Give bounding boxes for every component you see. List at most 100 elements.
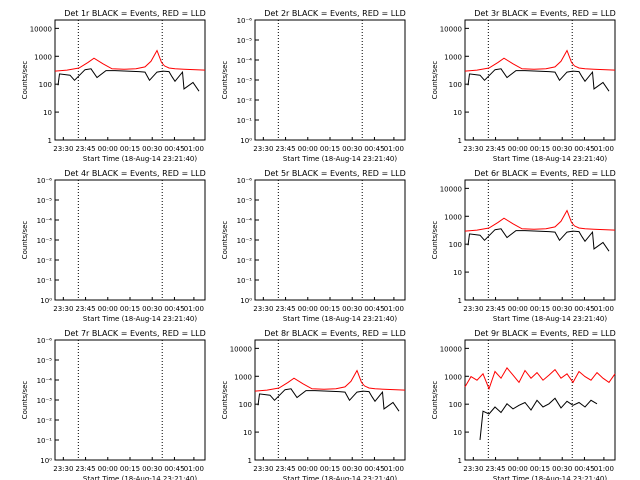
x-axis-label: Start Time (18-Aug-14 23:21:40)	[493, 315, 607, 323]
plot-frame	[464, 339, 616, 461]
y-tick-label: 10⁻⁵	[37, 357, 53, 365]
y-tick-label: 10000	[440, 345, 462, 353]
series-red-line	[464, 209, 616, 232]
x-tick-label: 23:45	[485, 305, 505, 313]
y-tick-label: 10⁻⁴	[37, 377, 53, 385]
x-tick-label: 00:15	[120, 305, 140, 313]
panel-title: Det 2r BLACK = Events, RED = LLD	[264, 9, 406, 18]
x-tick-label: 00:00	[508, 145, 528, 153]
plot-frame	[54, 179, 206, 301]
x-tick-label: 00:45	[364, 145, 384, 153]
y-axis-label: Counts/sec	[221, 61, 229, 100]
y-tick-label: 10⁻⁵	[237, 37, 253, 45]
y-tick-label: 10⁻⁴	[37, 217, 53, 225]
y-tick-label: 10⁻³	[237, 77, 253, 85]
panel-title: Det 5r BLACK = Events, RED = LLD	[264, 169, 406, 178]
y-tick-label: 10000	[440, 25, 462, 33]
x-tick-label: 23:45	[75, 465, 95, 473]
x-tick-label: 00:15	[530, 145, 550, 153]
x-tick-label: 01:00	[384, 465, 404, 473]
x-tick-label: 00:00	[298, 145, 318, 153]
x-axis-label: Start Time (18-Aug-14 23:21:40)	[83, 475, 197, 480]
y-tick-label: 10⁻²	[37, 257, 53, 265]
x-axis-label: Start Time (18-Aug-14 23:21:40)	[283, 475, 397, 480]
y-tick-label: 10	[43, 109, 52, 117]
y-tick-label: 1000	[444, 213, 462, 221]
y-axis-label: Counts/sec	[221, 221, 229, 260]
y-tick-label: 100	[449, 241, 462, 249]
y-axis-label: Counts/sec	[431, 221, 439, 260]
y-tick-label: 10⁻⁶	[37, 337, 53, 345]
panel-det-1: Det 1r BLACK = Events, RED = LLD 23:30 23:…	[21, 9, 206, 163]
y-tick-label: 10⁻²	[237, 257, 253, 265]
y-tick-label: 10⁻¹	[237, 277, 253, 285]
series-black-line	[57, 68, 200, 92]
x-axis-label: Start Time (18-Aug-14 23:21:40)	[283, 155, 397, 163]
x-tick-label: 23:45	[75, 145, 95, 153]
x-tick-label: 00:45	[164, 465, 184, 473]
panel-det-8: Det 8r BLACK = Events, RED = LLD 23:30 23:…	[221, 329, 406, 480]
x-tick-label: 00:00	[298, 305, 318, 313]
x-tick-label: 01:00	[384, 145, 404, 153]
y-axis-label: Counts/sec	[431, 61, 439, 100]
series-black-line	[467, 68, 610, 92]
panel-title: Det 7r BLACK = Events, RED = LLD	[64, 329, 206, 338]
x-axis-label: Start Time (18-Aug-14 23:21:40)	[493, 155, 607, 163]
x-tick-label: 00:30	[552, 305, 572, 313]
series-black-line	[467, 228, 610, 252]
panel-title: Det 4r BLACK = Events, RED = LLD	[64, 169, 206, 178]
x-tick-label: 23:45	[485, 145, 505, 153]
x-tick-label: 01:00	[594, 465, 614, 473]
x-tick-label: 00:15	[530, 305, 550, 313]
y-tick-label: 10⁻¹	[237, 117, 253, 125]
y-tick-label: 10	[453, 429, 462, 437]
y-tick-label: 10⁻³	[37, 397, 53, 405]
y-tick-label: 10⁻⁵	[37, 197, 53, 205]
x-tick-label: 00:15	[320, 465, 340, 473]
y-tick-label: 10⁻²	[37, 417, 53, 425]
series-red-line	[254, 369, 406, 392]
x-tick-label: 00:00	[298, 465, 318, 473]
x-axis-label: Start Time (18-Aug-14 23:21:40)	[83, 315, 197, 323]
x-tick-label: 00:45	[574, 465, 594, 473]
y-tick-label: 100	[449, 401, 462, 409]
x-tick-label: 00:00	[98, 145, 118, 153]
y-tick-label: 1000	[234, 373, 252, 381]
series-black-line	[257, 388, 400, 412]
x-tick-label: 00:45	[364, 305, 384, 313]
x-tick-label: 23:30	[253, 145, 273, 153]
x-tick-label: 23:45	[75, 305, 95, 313]
plot-frame	[54, 339, 206, 461]
x-tick-label: 00:45	[574, 305, 594, 313]
y-tick-label: 100	[239, 401, 252, 409]
panel-title: Det 1r BLACK = Events, RED = LLD	[64, 9, 206, 18]
x-tick-label: 23:45	[275, 465, 295, 473]
y-axis-label: Counts/sec	[221, 381, 229, 420]
x-tick-label: 23:30	[53, 145, 73, 153]
y-tick-label: 1	[48, 137, 52, 145]
y-tick-label: 10000	[440, 185, 462, 193]
x-tick-label: 01:00	[184, 305, 204, 313]
panel-det-9: Det 9r BLACK = Events, RED = LLD 23:30 23:…	[431, 329, 616, 480]
x-axis-label: Start Time (18-Aug-14 23:21:40)	[83, 155, 197, 163]
panel-det-3: Det 3r BLACK = Events, RED = LLD 23:30 23:…	[431, 9, 616, 163]
x-tick-label: 00:15	[120, 145, 140, 153]
y-tick-label: 10	[453, 269, 462, 277]
y-tick-label: 10⁻⁶	[237, 177, 253, 185]
x-tick-label: 00:30	[142, 305, 162, 313]
x-tick-label: 00:15	[530, 465, 550, 473]
x-tick-label: 23:30	[253, 305, 273, 313]
x-tick-label: 00:15	[320, 145, 340, 153]
y-tick-label: 10⁻¹	[37, 277, 53, 285]
y-tick-label: 1000	[444, 53, 462, 61]
y-tick-label: 10000	[30, 25, 52, 33]
panel-det-7: Det 7r BLACK = Events, RED = LLD 23:30 23:…	[21, 329, 206, 480]
x-axis-label: Start Time (18-Aug-14 23:21:40)	[493, 475, 607, 480]
y-tick-label: 10⁰	[40, 297, 52, 305]
x-tick-label: 00:30	[552, 145, 572, 153]
y-tick-label: 10	[243, 429, 252, 437]
x-tick-label: 23:30	[463, 145, 483, 153]
x-tick-label: 23:30	[53, 305, 73, 313]
x-tick-label: 00:30	[142, 465, 162, 473]
